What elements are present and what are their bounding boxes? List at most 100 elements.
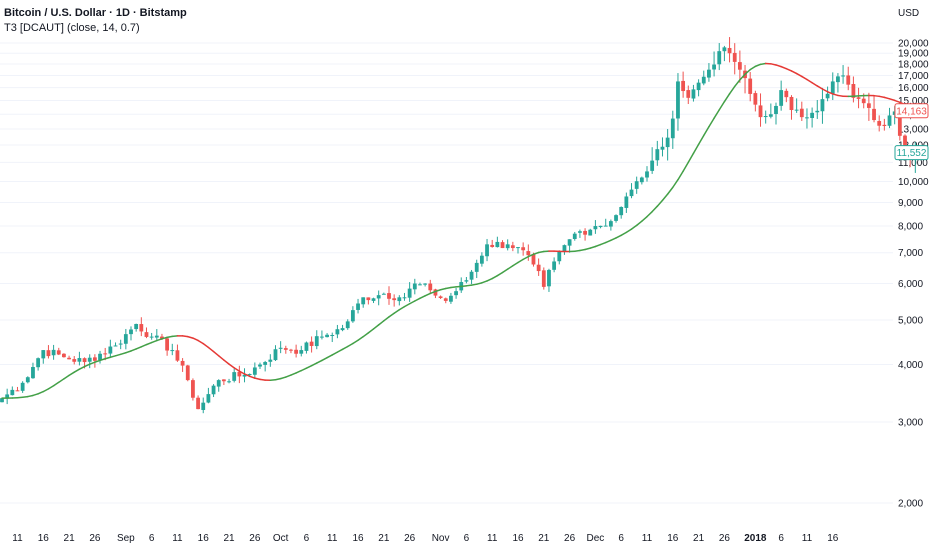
t3-segment (620, 231, 628, 237)
t3-segment (279, 376, 287, 380)
t3-segment (321, 356, 328, 362)
candle-body (165, 338, 170, 351)
candle-body (289, 349, 293, 351)
price-tick-label: 2,000 (898, 499, 923, 510)
date-tick-label: Sep (117, 533, 135, 544)
candle-body (552, 261, 557, 270)
t3-segment (217, 355, 225, 361)
t3-segment (424, 292, 432, 297)
t3-segment (821, 88, 829, 93)
date-tick-label: Oct (273, 533, 289, 544)
candle-body (763, 116, 768, 118)
t3-segment (47, 384, 55, 390)
candle-body (454, 291, 458, 296)
candle-body (211, 385, 216, 395)
t3-segment (125, 350, 132, 354)
t3-segment (429, 290, 437, 295)
price-tick-label: 11,000 (898, 158, 928, 169)
t3-segment (140, 343, 148, 348)
t3-segment (708, 117, 715, 128)
t3-segment (754, 63, 762, 68)
candle-body (31, 367, 35, 379)
indicator-label[interactable]: T3 [DCAUT] (close, 14, 0.7) (4, 22, 140, 34)
candle-body (443, 298, 448, 301)
candle-body (402, 297, 407, 299)
date-tick-label: 26 (404, 533, 416, 544)
t3-segment (248, 375, 256, 379)
candle-body (872, 108, 876, 121)
t3-segment (584, 247, 591, 251)
t3-segment (625, 228, 633, 234)
candle-body (36, 358, 41, 368)
candle-body (526, 251, 531, 256)
t3-segment (310, 362, 318, 367)
t3-segment (770, 63, 777, 66)
t3-segment (73, 368, 81, 373)
candle-body (608, 221, 613, 227)
price-tick-label: 5,000 (898, 315, 923, 326)
candle-body (768, 114, 773, 117)
t3-segment (811, 81, 819, 87)
date-tick-label: 26 (89, 533, 101, 544)
candle-body (0, 398, 4, 403)
candle-body (294, 349, 299, 354)
candle-body (309, 341, 314, 346)
t3-segment (104, 356, 112, 360)
t3-segment (883, 96, 891, 100)
t3-segment (491, 274, 499, 280)
candle-body (722, 47, 727, 52)
candle-body (103, 353, 108, 355)
price-tick-label: 18,000 (898, 60, 929, 71)
candle-body (583, 230, 587, 235)
t3-segment (677, 170, 684, 181)
candle-body (196, 397, 200, 410)
t3-segment (532, 251, 540, 256)
candle-body (846, 75, 851, 85)
t3-segment (408, 300, 416, 305)
t3-segment (512, 261, 519, 267)
candle-body (160, 336, 164, 339)
t3-segment (496, 271, 504, 277)
candle-body (774, 105, 778, 115)
date-tick-label: 11 (642, 533, 653, 544)
candle-body (92, 357, 97, 361)
t3-segment (68, 371, 75, 377)
candle-body (557, 250, 562, 262)
candle-body (805, 117, 809, 119)
t3-segment (223, 359, 230, 365)
candle-body (639, 177, 644, 183)
t3-segment (445, 286, 452, 290)
date-tick-label: 6 (304, 533, 310, 544)
candle-body (547, 269, 551, 287)
t3-segment (150, 339, 158, 344)
t3-segment (775, 64, 782, 68)
t3-segment (37, 390, 45, 395)
t3-segment (646, 210, 653, 218)
candle-body (614, 215, 618, 221)
date-tick-label: 6 (778, 533, 784, 544)
t3-segment (207, 346, 215, 353)
price-tick-label: 20,000 (898, 39, 929, 50)
t3-segment (274, 377, 282, 381)
price-tick-label: 3,000 (898, 417, 923, 428)
t3-segment (166, 335, 174, 339)
candle-body (366, 297, 371, 301)
grid (0, 42, 893, 504)
date-tick-label: 16 (352, 533, 364, 544)
t3-segment (455, 285, 462, 288)
t3-line (1, 62, 917, 399)
candle-body (748, 78, 753, 94)
candle-body (25, 377, 30, 383)
t3-segment (228, 363, 235, 369)
candle-body (784, 90, 789, 98)
candle-body (335, 329, 340, 335)
candle-body (799, 108, 804, 118)
t3-segment (728, 85, 736, 95)
candle-body (20, 382, 25, 391)
t3-segment (243, 373, 251, 378)
t3-segment (372, 324, 380, 330)
candle-body (531, 254, 536, 265)
candle-body (629, 189, 634, 197)
candle-body (717, 51, 722, 65)
